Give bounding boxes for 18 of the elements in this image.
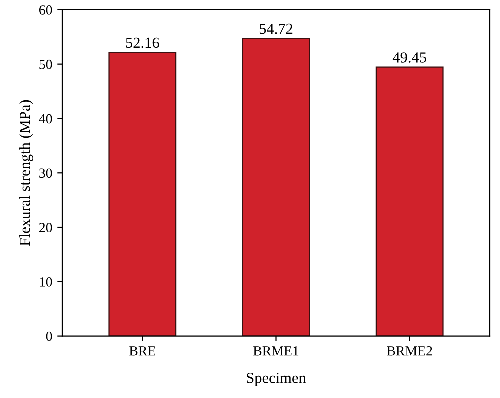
y-tick-label: 0 (46, 332, 52, 342)
data-label: 54.72 (260, 24, 293, 34)
x-axis-title: Specimen (247, 373, 306, 386)
x-tick-label: BRME2 (387, 346, 432, 356)
x-tick-label: BRME1 (253, 346, 299, 356)
y-tick-label: 20 (40, 223, 52, 232)
y-tick-label: 60 (39, 6, 52, 15)
bar (376, 66, 444, 336)
bar (108, 52, 177, 336)
x-tick-label: BRE (130, 346, 156, 356)
data-label: 49.45 (392, 52, 426, 63)
y-tick-label: 10 (40, 278, 52, 287)
y-tick-label: 30 (40, 168, 52, 178)
y-tick-label: 40 (39, 114, 52, 124)
y-tick-label: 50 (40, 60, 52, 70)
bar (242, 38, 310, 336)
data-label: 52.16 (126, 38, 160, 48)
y-axis-title: Flexural strength (MPa) (19, 100, 34, 246)
